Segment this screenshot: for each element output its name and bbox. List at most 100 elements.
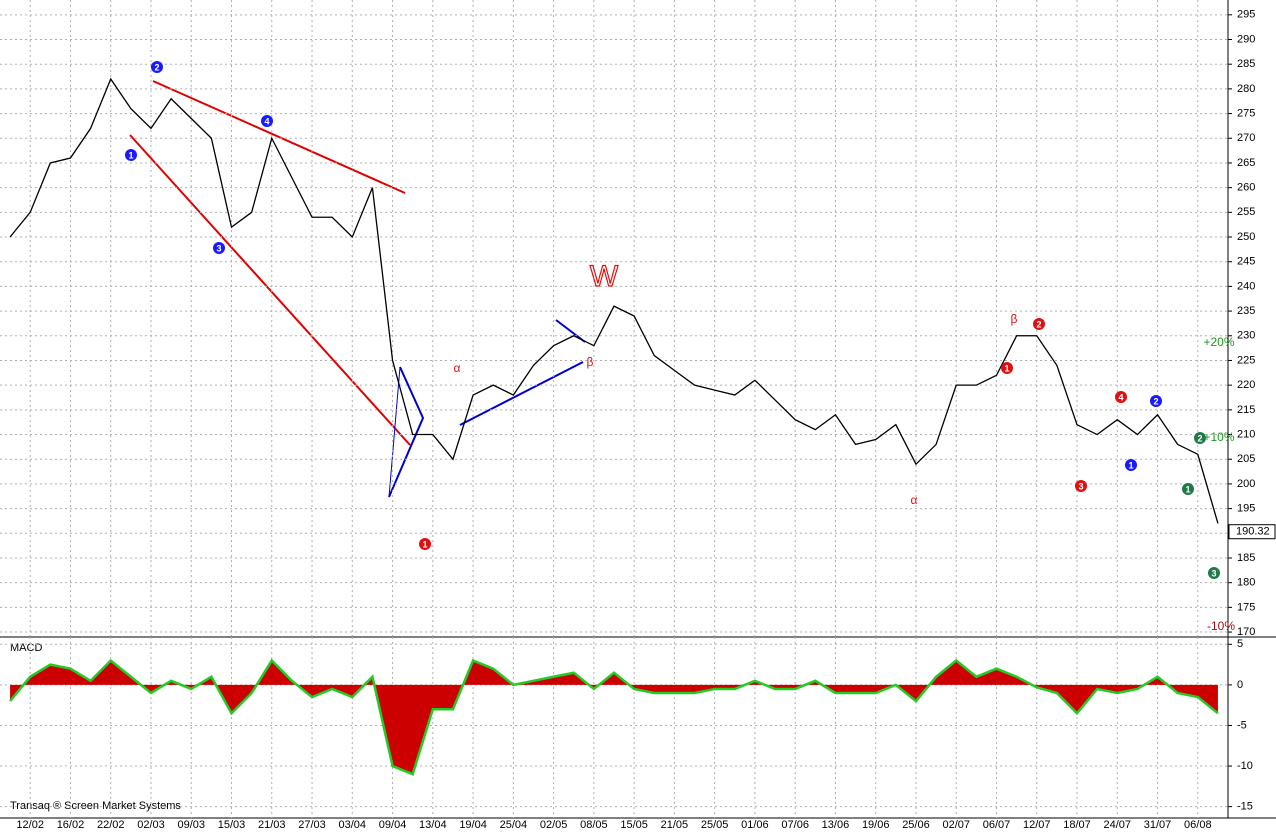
x-tick-label: 15/05 bbox=[620, 819, 648, 831]
y-tick-label: 235 bbox=[1237, 305, 1255, 317]
annotation: +20% bbox=[1203, 335, 1234, 349]
wave-marker bbox=[1125, 459, 1137, 471]
y-tick-label: 175 bbox=[1237, 601, 1255, 613]
trend-line bbox=[152, 80, 406, 194]
y-tick-label: 210 bbox=[1237, 428, 1255, 440]
y-tick-label: 170 bbox=[1237, 626, 1255, 638]
x-tick-label: 12/07 bbox=[1023, 819, 1051, 831]
wave-label: 2 bbox=[154, 62, 159, 72]
y-tick-label: 270 bbox=[1237, 132, 1255, 144]
last-price-label: 190.32 bbox=[1236, 526, 1270, 538]
x-tick-label: 19/04 bbox=[459, 819, 487, 831]
wave-label: 1 bbox=[1185, 484, 1190, 494]
annotation: -10% bbox=[1207, 619, 1235, 633]
x-tick-label: 21/05 bbox=[661, 819, 689, 831]
last-price-tag bbox=[1228, 524, 1276, 540]
x-tick-label: 07/06 bbox=[781, 819, 809, 831]
wave-label: 3 bbox=[216, 243, 221, 253]
x-tick-label: 15/03 bbox=[218, 819, 246, 831]
trend-line bbox=[388, 366, 425, 498]
x-tick-label: 06/08 bbox=[1184, 819, 1212, 831]
macd-title: MACD bbox=[10, 642, 42, 654]
y-tick-label: 265 bbox=[1237, 157, 1255, 169]
wave-label: 1 bbox=[128, 150, 133, 160]
x-tick-label: 12/02 bbox=[16, 819, 44, 831]
y-tick-label: 260 bbox=[1237, 182, 1255, 194]
wave-marker bbox=[1115, 391, 1127, 403]
macd-line bbox=[9, 658, 1219, 776]
y-tick-label: -10 bbox=[1237, 760, 1253, 772]
y-tick-label: 275 bbox=[1237, 107, 1255, 119]
wave-label: 4 bbox=[1118, 392, 1123, 402]
trend-line bbox=[459, 361, 584, 426]
wave-marker bbox=[1033, 318, 1045, 330]
x-tick-label: 31/07 bbox=[1144, 819, 1172, 831]
y-tick-label: 195 bbox=[1237, 503, 1255, 515]
wave-label: 4 bbox=[264, 116, 269, 126]
wave-label: 2 bbox=[1153, 396, 1158, 406]
x-tick-label: 25/04 bbox=[500, 819, 528, 831]
y-tick-label: 220 bbox=[1237, 379, 1255, 391]
trend-lines bbox=[129, 80, 586, 498]
wave-marker bbox=[419, 538, 431, 550]
wave-marker bbox=[1208, 567, 1220, 579]
x-tick-label: 02/05 bbox=[540, 819, 568, 831]
y-tick-label: 5 bbox=[1237, 638, 1243, 650]
wave-label: 1 bbox=[1004, 363, 1009, 373]
y-tick-label: 245 bbox=[1237, 256, 1255, 268]
x-tick-label: 09/03 bbox=[177, 819, 205, 831]
y-tick-label: 0 bbox=[1237, 679, 1243, 691]
annotation: α bbox=[911, 493, 918, 507]
y-tick-label: 290 bbox=[1237, 33, 1255, 45]
x-tick-label: 24/07 bbox=[1104, 819, 1132, 831]
annotation: α bbox=[454, 361, 461, 375]
wave-marker bbox=[1194, 432, 1206, 444]
x-tick-label: 22/02 bbox=[97, 819, 125, 831]
wave-label: 2 bbox=[1036, 319, 1041, 329]
x-tick-label: 16/02 bbox=[57, 819, 85, 831]
wave-label: 2 bbox=[1197, 433, 1202, 443]
price-line bbox=[9, 77, 1219, 524]
wave-marker bbox=[1150, 395, 1162, 407]
x-tick-label: 19/06 bbox=[862, 819, 890, 831]
y-tick-label: 185 bbox=[1237, 552, 1255, 564]
wave-marker bbox=[1182, 483, 1194, 495]
annotation: β bbox=[587, 355, 594, 369]
wave-label: 1 bbox=[422, 539, 427, 549]
wave-label: 3 bbox=[1078, 481, 1083, 491]
y-tick-label: 285 bbox=[1237, 58, 1255, 70]
y-tick-label: 255 bbox=[1237, 206, 1255, 218]
x-tick-label: 27/03 bbox=[298, 819, 326, 831]
x-tick-label: 25/05 bbox=[701, 819, 729, 831]
x-tick-label: 01/06 bbox=[741, 819, 769, 831]
wave-marker bbox=[1075, 480, 1087, 492]
y-tick-label: 215 bbox=[1237, 404, 1255, 416]
x-tick-label: 13/04 bbox=[419, 819, 447, 831]
wave-label: 1 bbox=[1128, 460, 1133, 470]
x-tick-label: 06/07 bbox=[983, 819, 1011, 831]
annotation: β bbox=[1011, 312, 1018, 326]
y-tick-label: 250 bbox=[1237, 231, 1255, 243]
footer: Transaq ® Screen Market Systems bbox=[10, 800, 181, 812]
x-tick-label: 18/07 bbox=[1063, 819, 1091, 831]
y-tick-label: 295 bbox=[1237, 9, 1255, 21]
y-tick-label: 240 bbox=[1237, 280, 1255, 292]
y-tick-label: 280 bbox=[1237, 83, 1255, 95]
trend-line bbox=[388, 366, 401, 498]
x-tick-label: 09/04 bbox=[379, 819, 407, 831]
wave-label: W bbox=[590, 260, 619, 293]
wave-marker bbox=[213, 242, 225, 254]
annotation: +10% bbox=[1203, 430, 1234, 444]
x-tick-label: 02/03 bbox=[137, 819, 165, 831]
x-tick-label: 21/03 bbox=[258, 819, 286, 831]
y-tick-label: 180 bbox=[1237, 577, 1255, 589]
x-tick-label: 25/06 bbox=[902, 819, 930, 831]
wave-label: 3 bbox=[1211, 568, 1216, 578]
y-tick-label: -15 bbox=[1237, 801, 1253, 813]
wave-marker bbox=[261, 115, 273, 127]
wave-marker bbox=[125, 149, 137, 161]
wave-marker bbox=[151, 61, 163, 73]
macd-area bbox=[10, 660, 1218, 775]
x-tick-label: 13/06 bbox=[822, 819, 850, 831]
